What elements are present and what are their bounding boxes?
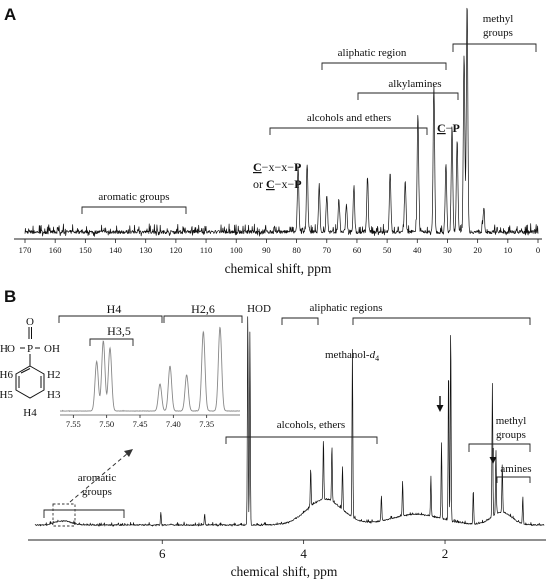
atom-o-right: O	[44, 343, 52, 355]
atom-h6: H6	[0, 369, 13, 381]
bracket-inset-h4	[58, 315, 163, 323]
label-inset-h26: H2,6	[191, 302, 215, 316]
panel-a-x-tick-label: 110	[200, 245, 212, 255]
bracket-a-alcohols-ethers	[269, 127, 428, 135]
label-b-aromatic: aromatic	[78, 472, 117, 484]
panel-a-x-tick-label: 30	[443, 245, 452, 255]
aromatic-inset: 7.55 7.50 7.45 7.40 7.35 H4 H3,5 H2,6	[58, 302, 243, 429]
atom-h3: H3	[47, 389, 61, 401]
bracket-a-aliphatic-region	[321, 62, 447, 70]
bracket-b-amines	[496, 476, 531, 483]
phenylphosphonic-acid-structure: O P O O H H H2 H3 H4 H5 H6	[0, 316, 61, 419]
atom-h4: H4	[23, 407, 37, 419]
bracket-inset-h26	[163, 315, 243, 323]
panel-a-x-tick-label: 120	[170, 245, 183, 255]
label-a-alcohols-ethers: alcohols and ethers	[307, 112, 391, 124]
atom-o-left: O	[7, 343, 15, 355]
label-b-methanol-d4: methanol-d4	[325, 349, 379, 363]
panel-a-spectrum-trace	[24, 7, 539, 237]
label-a-methyl: methyl	[483, 13, 514, 25]
zoom-region-box	[52, 503, 76, 527]
panel-a-x-tick-label: 90	[262, 245, 271, 255]
panel-a-letter: A	[4, 5, 16, 24]
label-b-methyl: methyl	[496, 415, 527, 427]
panel-b-x-ticks: 6 4 2	[159, 540, 448, 561]
label-a-alkylamines: alkylamines	[388, 78, 441, 90]
label-a-c-p: C−P	[437, 121, 460, 135]
bracket-b-alcohols-ethers	[225, 436, 378, 444]
panel-a-x-tick-label: 0	[536, 245, 540, 255]
panel-a-x-tick-label: 60	[353, 245, 362, 255]
bracket-a-alkylamines	[357, 92, 459, 100]
inset-x-tick-label: 7.45	[133, 419, 148, 429]
label-b-aliphatic-regions: aliphatic regions	[309, 302, 382, 314]
bracket-b-aliphatic-left	[281, 317, 319, 325]
bracket-b-aromatic-groups	[43, 509, 125, 518]
atom-h-left: H	[0, 343, 8, 355]
inset-x-tick-label: 7.35	[199, 419, 214, 429]
label-a-c-x-x-p: C−x−x−P	[253, 160, 301, 174]
label-a-aliphatic-region: aliphatic region	[338, 47, 407, 59]
panel-a-x-axis-label: chemical shift, ppm	[225, 261, 332, 276]
atom-h2: H2	[47, 369, 60, 381]
inset-x-tick-label: 7.50	[99, 419, 114, 429]
inset-spectrum-trace	[59, 326, 241, 413]
panel-a-x-tick-label: 40	[413, 245, 422, 255]
label-b-alcohols-ethers: alcohols, ethers	[277, 419, 345, 431]
bracket-a-aromatic-groups	[81, 206, 187, 214]
label-b-aromatic-groups: groups	[82, 486, 112, 498]
panel-b-x-axis-label: chemical shift, ppm	[231, 564, 338, 579]
label-b-amines: amines	[500, 463, 531, 475]
label-a-aromatic-groups: aromatic groups	[98, 191, 169, 203]
panel-b-1h-spectrum: B 6 4 2 chemical shift, ppm HOD aliphatic …	[0, 287, 546, 579]
label-b-hod: HOD	[247, 303, 271, 315]
panel-a-x-tick-label: 130	[139, 245, 152, 255]
zoom-dashed-arrow	[69, 449, 133, 503]
panel-b-x-tick-label: 4	[300, 546, 307, 561]
panel-b-x-tick-label: 6	[159, 546, 166, 561]
panel-a-x-tick-label: 160	[49, 245, 62, 255]
label-a-groups: groups	[483, 27, 513, 39]
panel-a-x-tick-label: 170	[19, 245, 32, 255]
panel-a-x-tick-label: 80	[292, 245, 301, 255]
panel-b-letter: B	[4, 287, 16, 306]
panel-b-x-tick-label: 2	[442, 546, 449, 561]
panel-b-spectrum-trace	[34, 316, 545, 527]
label-inset-h4: H4	[107, 302, 122, 316]
bracket-inset-h35	[89, 338, 134, 346]
panel-a-x-tick-label: 50	[383, 245, 392, 255]
label-a-or-c-x-p: or C−x−P	[253, 177, 302, 191]
label-inset-h35: H3,5	[107, 324, 131, 338]
panel-a-13c-spectrum: A 170 160 150 140 130 120 110 100 90 80 70 60 50 40 30…	[4, 5, 542, 276]
panel-a-x-tick-label: 100	[230, 245, 243, 255]
panel-a-x-tick-label: 140	[109, 245, 122, 255]
atom-o-double: O	[26, 316, 34, 328]
bracket-b-aliphatic-right	[352, 317, 531, 325]
atom-p: P	[27, 343, 33, 355]
panel-a-x-tick-label: 10	[504, 245, 513, 255]
atom-h5: H5	[0, 389, 13, 401]
arrow-b-methyl-peak	[436, 396, 444, 412]
bracket-b-methyl-groups	[468, 443, 531, 452]
panel-a-x-ticks: 170 160 150 140 130 120 110 100 90 80 70 60 50 40 30 20…	[19, 239, 540, 255]
inset-x-tick-label: 7.40	[166, 419, 181, 429]
inset-x-ticks: 7.55 7.50 7.45 7.40 7.35	[66, 415, 214, 429]
panel-a-x-tick-label: 150	[79, 245, 92, 255]
bracket-a-methyl-groups	[452, 43, 537, 52]
atom-h-right: H	[52, 343, 60, 355]
label-b-groups: groups	[496, 429, 526, 441]
panel-a-x-tick-label: 20	[473, 245, 482, 255]
inset-x-tick-label: 7.55	[66, 419, 81, 429]
arrow-b-amine-peak	[489, 448, 497, 464]
panel-a-x-tick-label: 70	[323, 245, 332, 255]
